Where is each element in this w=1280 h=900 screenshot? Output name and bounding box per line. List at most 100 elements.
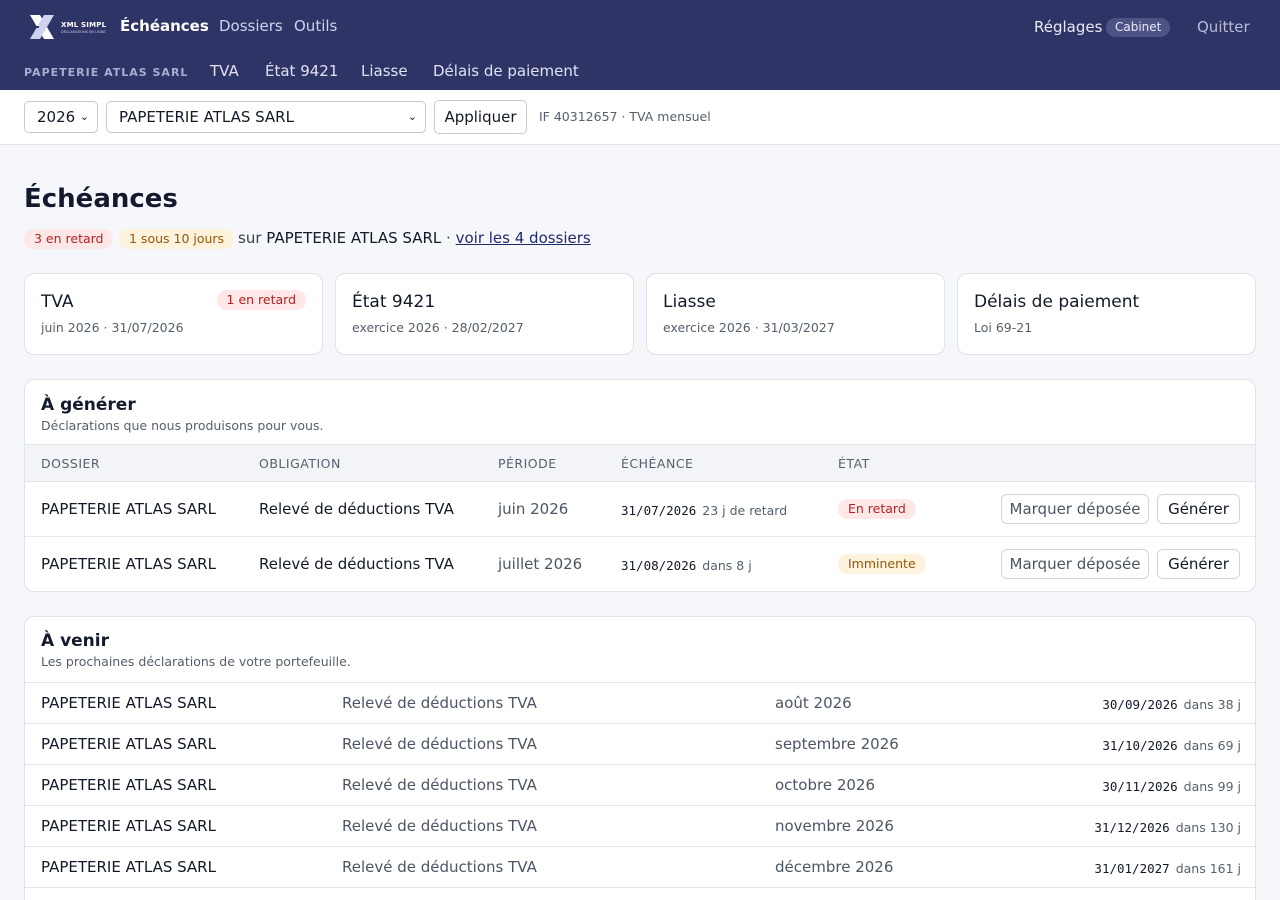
row-obligation: Relevé de déductions TVA (259, 500, 454, 518)
cabinet-badge: Cabinet (1106, 18, 1171, 37)
nav-outils[interactable]: Outils (294, 17, 338, 35)
list-item: PAPETERIE ATLAS SARL Relevé de déduction… (25, 846, 1255, 887)
status-badge: En retard (838, 499, 916, 519)
card-tva[interactable]: TVA 1 en retard juin 2026 · 31/07/2026 (24, 273, 323, 355)
column-header-echeance: ÉCHÉANCE (621, 456, 694, 471)
top-navigation-bar: XML SIMPL DÉCLARATIONS EN LIGNE Échéance… (0, 0, 1280, 90)
chevron-down-icon: ⌄ (407, 110, 417, 123)
row-period: août 2026 (775, 694, 852, 712)
row-deadline: 31/12/2026 dans 130 j (1094, 818, 1241, 836)
row-company: PAPETERIE ATLAS SARL (41, 776, 216, 794)
column-header-etat: ÉTAT (838, 456, 870, 471)
summary-separator: · (446, 229, 451, 247)
current-company-label: PAPETERIE ATLAS SARL (24, 66, 189, 79)
row-deadline: 31/10/2026 dans 69 j (1102, 736, 1241, 754)
panel-subtitle: Les prochaines déclarations de votre por… (41, 654, 351, 669)
card-title: Liasse (663, 292, 716, 312)
row-deadline-date: 30/09/2026 (1102, 697, 1178, 712)
row-obligation: Relevé de déductions TVA (259, 555, 454, 573)
row-deadline: 31/08/2026 dans 8 j (621, 556, 752, 574)
card-liasse[interactable]: Liasse exercice 2026 · 31/03/2027 (646, 273, 945, 355)
logo-text: XML SIMPL (61, 21, 107, 29)
late-count-badge: 3 en retard (24, 229, 114, 249)
nav-dossiers[interactable]: Dossiers (219, 17, 283, 35)
quit-link[interactable]: Quitter (1197, 18, 1250, 36)
row-deadline-date: 31/08/2026 (621, 558, 697, 573)
logo-subtext: DÉCLARATIONS EN LIGNE (61, 30, 106, 34)
row-company: PAPETERIE ATLAS SARL (41, 817, 216, 835)
list-item: PAPETERIE ATLAS SARL Relevé de déduction… (25, 805, 1255, 846)
row-company: PAPETERIE ATLAS SARL (41, 735, 216, 753)
table-row: PAPETERIE ATLAS SARL Relevé de déduction… (25, 482, 1255, 537)
list-item (25, 887, 1255, 900)
upcoming-panel: À venir Les prochaines déclarations de v… (24, 616, 1256, 900)
mark-filed-button[interactable]: Marquer déposée (1001, 494, 1149, 524)
row-deadline-relative: dans 8 j (702, 558, 752, 573)
row-obligation: Relevé de déductions TVA (342, 735, 537, 753)
row-period: octobre 2026 (775, 776, 876, 794)
subnav-liasse[interactable]: Liasse (361, 62, 408, 80)
generate-button[interactable]: Générer (1157, 549, 1240, 579)
row-deadline-date: 30/11/2026 (1102, 779, 1178, 794)
panel-title: À générer (41, 395, 136, 415)
row-period: juin 2026 (498, 500, 569, 518)
row-company: PAPETERIE ATLAS SARL (41, 500, 216, 518)
row-obligation: Relevé de déductions TVA (342, 858, 537, 876)
year-select-value: 2026 (37, 108, 76, 126)
list-item: PAPETERIE ATLAS SARL Relevé de déduction… (25, 723, 1255, 764)
row-deadline-date: 31/07/2026 (621, 503, 697, 518)
row-obligation: Relevé de déductions TVA (342, 694, 537, 712)
generate-button[interactable]: Générer (1157, 494, 1240, 524)
nav-reglages[interactable]: Réglages (1034, 18, 1103, 36)
row-deadline: 31/01/2027 dans 161 j (1094, 859, 1241, 877)
view-all-dossiers-link[interactable]: voir les 4 dossiers (455, 229, 591, 247)
card-subtitle: exercice 2026 · 31/03/2027 (663, 320, 835, 335)
year-select[interactable]: 2026 ⌄ (24, 101, 98, 133)
panel-subtitle: Déclarations que nous produisons pour vo… (41, 418, 324, 433)
card-subtitle: Loi 69-21 (974, 320, 1033, 335)
card-subtitle: juin 2026 · 31/07/2026 (41, 320, 184, 335)
row-obligation: Relevé de déductions TVA (342, 817, 537, 835)
row-deadline: 30/09/2026 dans 38 j (1102, 695, 1241, 713)
row-deadline-relative: dans 38 j (1183, 697, 1241, 712)
card-etat-9421[interactable]: État 9421 exercice 2026 · 28/02/2027 (335, 273, 634, 355)
row-company: PAPETERIE ATLAS SARL (41, 858, 216, 876)
page-title: Échéances (24, 184, 178, 214)
subnav-delais-paiement[interactable]: Délais de paiement (433, 62, 579, 80)
column-header-dossier: DOSSIER (41, 456, 101, 471)
nav-echeances[interactable]: Échéances (120, 17, 209, 35)
table-header: DOSSIER OBLIGATION PÉRIODE ÉCHÉANCE ÉTAT (25, 444, 1255, 482)
apply-button[interactable]: Appliquer (434, 100, 527, 134)
summary-prefix: sur (238, 229, 262, 247)
card-title: Délais de paiement (974, 292, 1140, 312)
company-select-value: PAPETERIE ATLAS SARL (119, 108, 294, 126)
row-deadline-relative: 23 j de retard (702, 503, 788, 518)
panel-title: À venir (41, 631, 109, 651)
row-period: juillet 2026 (498, 555, 583, 573)
chevron-down-icon: ⌄ (79, 110, 89, 123)
subnav-etat-9421[interactable]: État 9421 (265, 62, 339, 80)
list-item: PAPETERIE ATLAS SARL Relevé de déduction… (25, 682, 1255, 723)
company-select[interactable]: PAPETERIE ATLAS SARL ⌄ (106, 101, 426, 133)
soon-count-badge: 1 sous 10 jours (119, 229, 235, 249)
table-row: PAPETERIE ATLAS SARL Relevé de déduction… (25, 537, 1255, 591)
row-company: PAPETERIE ATLAS SARL (41, 694, 216, 712)
card-delais-paiement[interactable]: Délais de paiement Loi 69-21 (957, 273, 1256, 355)
card-title: État 9421 (352, 292, 436, 312)
row-obligation: Relevé de déductions TVA (342, 776, 537, 794)
logo-mark-icon (30, 15, 54, 39)
row-deadline: 30/11/2026 dans 99 j (1102, 777, 1241, 795)
row-deadline-date: 31/01/2027 (1094, 861, 1170, 876)
card-late-badge: 1 en retard (216, 290, 306, 310)
row-deadline: 31/07/2026 23 j de retard (621, 501, 787, 519)
mark-filed-button[interactable]: Marquer déposée (1001, 549, 1149, 579)
row-deadline-relative: dans 161 j (1175, 861, 1241, 876)
row-deadline-relative: dans 69 j (1183, 738, 1241, 753)
summary-text: sur PAPETERIE ATLAS SARL · voir les 4 do… (238, 229, 591, 247)
subnav-tva[interactable]: TVA (210, 62, 239, 80)
tax-info-text: IF 40312657 · TVA mensuel (539, 109, 711, 124)
app-logo[interactable]: XML SIMPL DÉCLARATIONS EN LIGNE (27, 12, 106, 44)
card-title: TVA (41, 292, 74, 312)
row-deadline-relative: dans 130 j (1175, 820, 1241, 835)
list-item: PAPETERIE ATLAS SARL Relevé de déduction… (25, 764, 1255, 805)
